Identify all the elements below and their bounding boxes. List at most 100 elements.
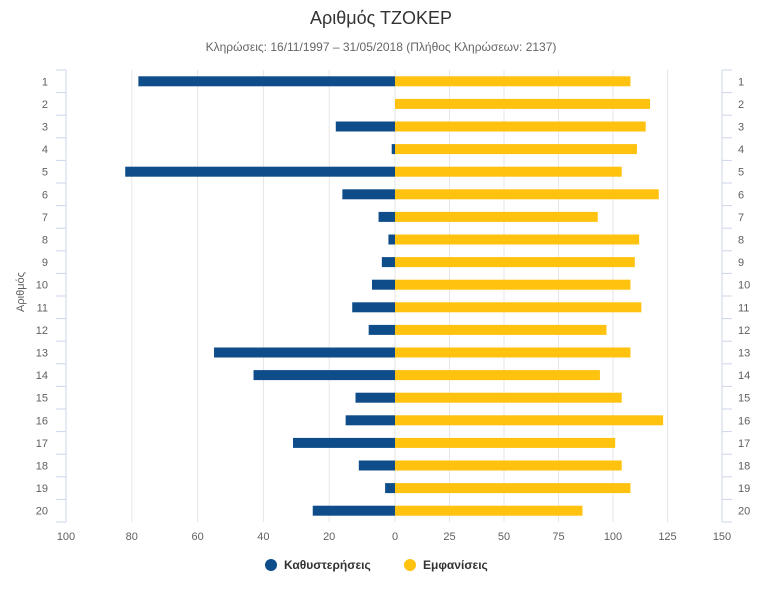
category-label-right: 17 xyxy=(738,438,750,450)
bar-appearances xyxy=(395,370,600,381)
y-axis-title: Αριθμός xyxy=(15,272,27,312)
bar-delays xyxy=(342,189,395,200)
bar-delays xyxy=(391,144,395,155)
category-label-left: 10 xyxy=(36,280,48,292)
category-label-right: 20 xyxy=(738,506,750,518)
bar-delays xyxy=(378,211,395,222)
category-label-right: 1 xyxy=(738,76,744,88)
category-label-left: 1 xyxy=(42,76,48,88)
bar-appearances xyxy=(395,76,631,87)
chart-subtitle: Κληρώσεις: 16/11/1997 – 31/05/2018 (Πλήθ… xyxy=(206,40,557,54)
category-label-right: 15 xyxy=(738,393,750,405)
x-tick-label-right: 100 xyxy=(604,531,622,543)
bars xyxy=(125,76,664,516)
category-label-right: 14 xyxy=(738,370,750,382)
bar-appearances xyxy=(395,189,659,200)
bar-delays xyxy=(253,370,395,381)
bar-appearances xyxy=(395,257,635,268)
category-label-right: 13 xyxy=(738,348,750,360)
category-label-right: 5 xyxy=(738,167,744,179)
bar-appearances xyxy=(395,302,642,313)
category-label-left: 13 xyxy=(36,348,48,360)
category-label-right: 8 xyxy=(738,235,744,247)
category-label-left: 17 xyxy=(36,438,48,450)
x-tick-label-right: 125 xyxy=(658,531,676,543)
bar-appearances xyxy=(395,483,631,494)
category-label-left: 6 xyxy=(42,189,48,201)
category-label-left: 7 xyxy=(42,212,48,224)
bar-delays xyxy=(125,166,395,177)
legend-item-appearances-label: Εμφανίσεις xyxy=(423,558,488,572)
x-tick-label-left: 20 xyxy=(323,531,335,543)
bar-delays xyxy=(368,324,395,335)
bar-delays xyxy=(352,302,395,313)
x-tick-label-left: 80 xyxy=(126,531,138,543)
bar-delays xyxy=(214,347,395,358)
x-tick-label-right: 0 xyxy=(392,531,398,543)
legend: Καθυστερήσεις Εμφανίσεις xyxy=(265,558,488,572)
x-tick-label-right: 50 xyxy=(498,531,510,543)
legend-item-delays-label: Καθυστερήσεις xyxy=(284,558,371,572)
category-label-left: 20 xyxy=(36,506,48,518)
bar-delays xyxy=(371,279,395,290)
category-label-right: 4 xyxy=(738,144,744,156)
category-label-left: 8 xyxy=(42,235,48,247)
bar-appearances xyxy=(395,392,622,403)
bar-delays xyxy=(381,257,395,268)
bar-delays xyxy=(345,415,395,426)
category-label-left: 5 xyxy=(42,167,48,179)
category-label-left: 16 xyxy=(36,415,48,427)
category-label-right: 2 xyxy=(738,99,744,111)
category-label-right: 12 xyxy=(738,325,750,337)
bar-appearances xyxy=(395,505,583,516)
category-label-left: 9 xyxy=(42,257,48,269)
bar-appearances xyxy=(395,121,646,132)
bar-appearances xyxy=(395,234,640,245)
bar-appearances xyxy=(395,144,637,155)
legend-item-appearances-marker xyxy=(404,559,416,571)
x-tick-label-left: 60 xyxy=(191,531,203,543)
bar-appearances xyxy=(395,98,651,109)
bar-delays xyxy=(388,234,395,245)
category-label-right: 9 xyxy=(738,257,744,269)
bar-appearances xyxy=(395,437,616,448)
bar-delays xyxy=(358,460,395,471)
bar-delays xyxy=(312,505,395,516)
bar-delays xyxy=(138,76,395,87)
legend-item-delays-marker xyxy=(265,559,277,571)
bar-appearances xyxy=(395,415,664,426)
category-label-right: 10 xyxy=(738,280,750,292)
category-label-right: 19 xyxy=(738,483,750,495)
category-label-right: 11 xyxy=(738,302,749,314)
category-label-left: 12 xyxy=(36,325,48,337)
grid xyxy=(65,70,723,522)
bar-appearances xyxy=(395,324,607,335)
category-label-left: 2 xyxy=(42,99,48,111)
bar-appearances xyxy=(395,166,622,177)
bar-delays xyxy=(293,437,395,448)
category-label-left: 11 xyxy=(37,302,48,314)
bar-appearances xyxy=(395,279,631,290)
x-tick-label-right: 75 xyxy=(552,531,564,543)
x-tick-label-right: 25 xyxy=(443,531,455,543)
x-tick-label-left: 40 xyxy=(257,531,269,543)
category-label-right: 3 xyxy=(738,122,744,134)
category-label-left: 4 xyxy=(42,144,48,156)
category-label-right: 18 xyxy=(738,461,750,473)
category-label-right: 6 xyxy=(738,189,744,201)
x-tick-label-left: 100 xyxy=(57,531,75,543)
bar-delays xyxy=(355,392,395,403)
category-label-left: 18 xyxy=(36,461,48,473)
chart-title: Αριθμός ΤΖΟΚΕΡ xyxy=(310,8,452,28)
category-label-right: 16 xyxy=(738,415,750,427)
category-label-left: 19 xyxy=(36,483,48,495)
category-label-left: 3 xyxy=(42,122,48,134)
category-label-left: 15 xyxy=(36,393,48,405)
x-tick-label-right: 150 xyxy=(713,531,731,543)
bar-delays xyxy=(385,483,395,494)
bar-appearances xyxy=(395,347,631,358)
bar-appearances xyxy=(395,460,622,471)
